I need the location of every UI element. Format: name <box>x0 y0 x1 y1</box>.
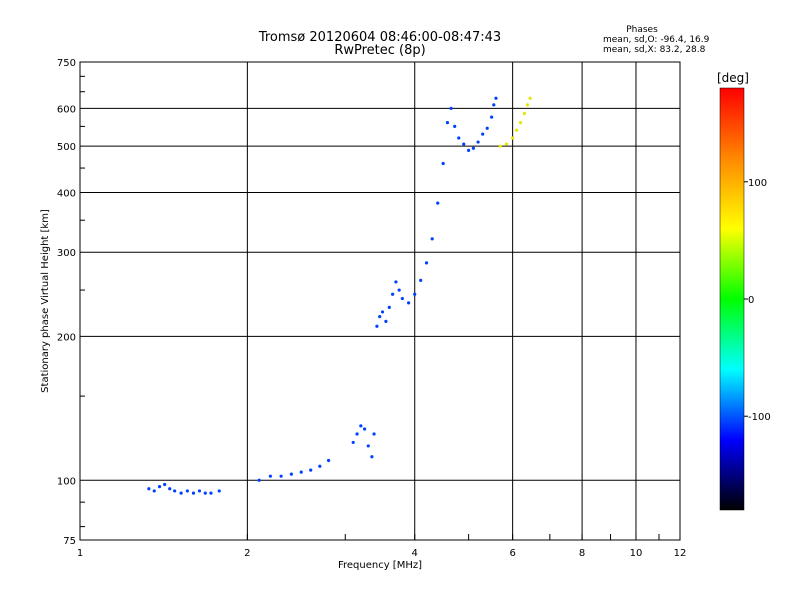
plot-frame <box>79 61 681 541</box>
y-tick-label: 500 <box>57 142 76 153</box>
colorbar-ticks: 100 0 -100 <box>744 178 771 423</box>
data-point-o <box>407 301 411 305</box>
data-point-o <box>494 96 498 100</box>
data-point-o <box>351 440 355 445</box>
y-tick-label: 200 <box>57 332 76 343</box>
data-point-o <box>366 444 370 448</box>
data-point-o <box>359 424 363 428</box>
data-point-o <box>380 310 385 314</box>
data-point-o <box>372 432 376 436</box>
data-point-o <box>485 126 489 130</box>
y-tick-label: 600 <box>57 104 76 115</box>
data-point-o <box>436 201 440 205</box>
data-point-o <box>217 489 221 493</box>
y-tick-label: 400 <box>57 188 76 199</box>
data-point-x <box>525 103 530 107</box>
data-point-o <box>481 132 485 136</box>
data-point-o <box>185 489 189 493</box>
data-point-o <box>157 485 162 489</box>
y-tick-label: 75 <box>63 536 76 547</box>
data-point-o <box>445 121 450 125</box>
data-point-o <box>173 489 177 493</box>
data-point-o <box>362 427 367 431</box>
grid <box>80 62 680 540</box>
colorbar-tick-label: 100 <box>748 178 767 189</box>
data-point-o <box>268 474 272 478</box>
data-point-o <box>490 115 494 119</box>
data-point-x <box>528 96 532 100</box>
data-point-o <box>492 103 496 107</box>
data-point-o <box>289 472 293 476</box>
data-point-o <box>147 487 151 491</box>
data-point-o <box>453 124 457 128</box>
x-tick-label: 1 <box>77 548 83 559</box>
phases-x-line: mean, sd,X: 83.2, 28.8 <box>603 45 706 55</box>
data-point-x <box>522 111 527 116</box>
data-point-x <box>504 142 509 146</box>
data-point-x <box>498 144 502 148</box>
chart-title: Tromsø 20120604 08:46:00-08:47:43 <box>258 30 501 45</box>
data-point-o <box>355 432 359 436</box>
data-point-x <box>515 128 519 132</box>
colorbar <box>719 87 745 511</box>
y-tick-label: 100 <box>57 476 76 487</box>
data-point-x <box>511 136 515 140</box>
data-point-o <box>279 474 283 478</box>
data-point-o <box>457 136 461 140</box>
x-tick-label: 8 <box>579 548 585 559</box>
data-point-o <box>179 491 183 495</box>
data-point-o <box>394 280 398 284</box>
colorbar-tick-label: -100 <box>748 412 771 423</box>
data-point-o <box>327 458 331 463</box>
y-tick-label: 300 <box>57 248 76 259</box>
data-point-o <box>430 237 434 241</box>
y-axis-label: Stationary phase Virtual Height [km] <box>40 209 51 393</box>
data-point-o <box>299 470 303 474</box>
data-point-o <box>462 142 466 146</box>
x-tick-label: 4 <box>412 548 418 559</box>
phases-o-line: mean, sd,O: -96.4, 16.9 <box>603 35 710 45</box>
data-point-o <box>413 292 417 296</box>
x-axis-label: Frequency [MHz] <box>338 560 422 571</box>
data-point-o <box>375 324 379 328</box>
data-point-o <box>424 261 429 265</box>
x-tick-label: 2 <box>244 548 250 559</box>
chart-subtitle: RwPretec (8p) <box>334 43 425 58</box>
data-point-o <box>318 464 322 468</box>
data-point-o <box>441 161 445 166</box>
colorbar-label: [deg] <box>717 71 749 85</box>
data-point-x <box>518 121 523 125</box>
data-point-o <box>257 478 261 482</box>
data-point-o <box>209 491 213 495</box>
data-point-o <box>163 482 167 487</box>
data-point-o <box>400 296 404 301</box>
data-points <box>147 96 532 495</box>
data-point-o <box>397 288 401 292</box>
data-point-o <box>309 468 313 472</box>
data-point-o <box>391 292 395 296</box>
data-point-o <box>152 489 156 493</box>
data-point-o <box>419 278 423 282</box>
y-tick-label: 750 <box>57 58 76 69</box>
data-point-o <box>471 146 475 150</box>
x-tick-label: 10 <box>630 548 643 559</box>
data-point-o <box>449 106 453 110</box>
data-point-o <box>203 491 207 495</box>
data-point-o <box>467 148 471 152</box>
data-point-o <box>378 315 382 319</box>
data-point-o <box>384 319 388 323</box>
data-point-o <box>191 491 196 495</box>
data-point-o <box>476 140 480 144</box>
data-point-o <box>370 455 374 459</box>
data-point-o <box>197 489 202 493</box>
x-tick-label: 12 <box>674 548 687 559</box>
data-point-o <box>168 487 172 491</box>
phases-heading: Phases <box>626 25 658 35</box>
data-point-o <box>387 305 391 309</box>
colorbar-tick-label: 0 <box>748 295 754 306</box>
x-tick-label: 6 <box>509 548 515 559</box>
